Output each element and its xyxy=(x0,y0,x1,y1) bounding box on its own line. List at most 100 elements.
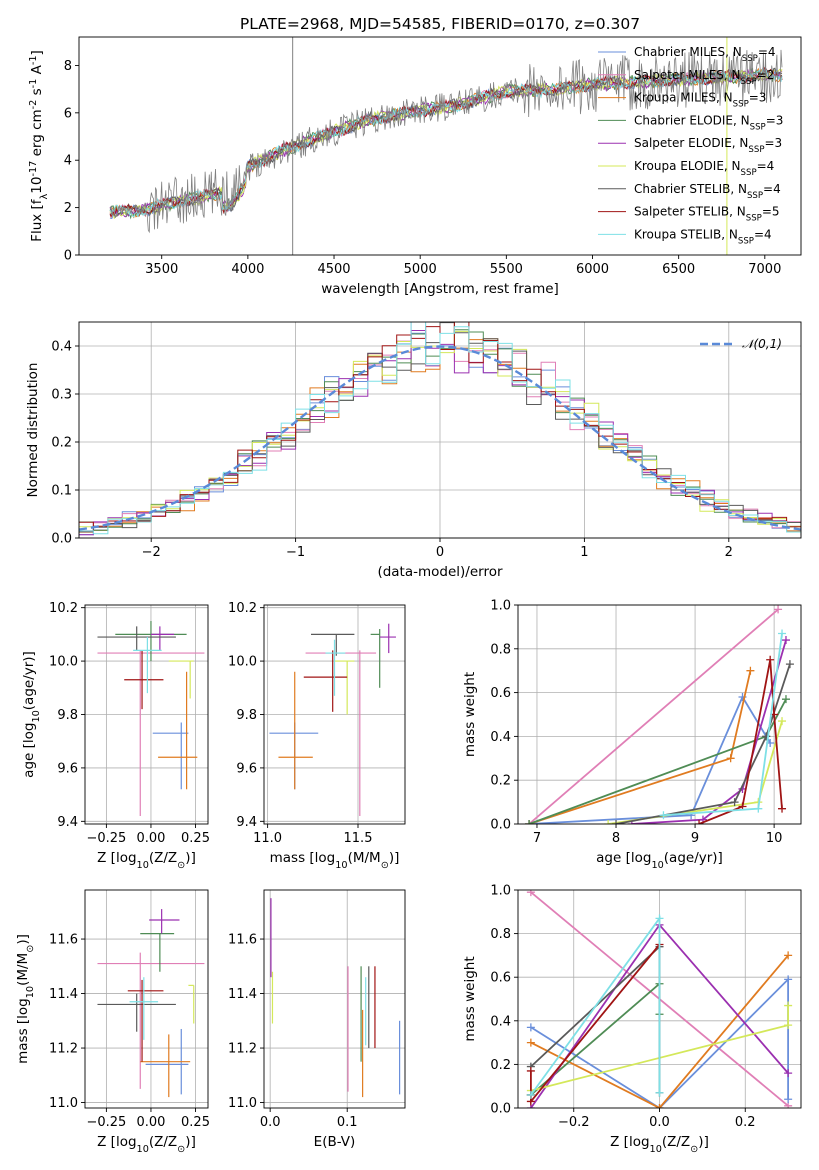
y-tick-label: 11.2 xyxy=(49,1042,78,1057)
y-tick-label: 0.6 xyxy=(490,971,511,986)
y-tick-label: 2 xyxy=(64,201,72,216)
weight-line-chabrier-miles xyxy=(529,695,771,824)
weight-marker xyxy=(695,820,704,824)
x-tick-label: 0 xyxy=(436,545,444,560)
weight-marker xyxy=(784,1021,793,1030)
y-axis-label: mass weight xyxy=(462,956,478,1041)
label-subscript: SSP xyxy=(750,122,766,132)
y-tick-label: 10.0 xyxy=(49,655,78,670)
weight-marker xyxy=(778,717,787,726)
label-text: age [log xyxy=(21,723,37,778)
y-tick-label: 1.0 xyxy=(490,884,511,899)
label-text: (Z/Z xyxy=(149,850,177,866)
label-text: mass [log xyxy=(15,998,31,1064)
label-text: mass [log xyxy=(270,850,336,866)
x-tick-label: 0.0 xyxy=(649,1115,670,1130)
label-subscript: SSP xyxy=(747,191,763,201)
label-text: (data-model)/error xyxy=(377,564,503,580)
weight-marker xyxy=(526,1023,535,1032)
x-axis-label: wavelength [Angstrom, rest frame] xyxy=(321,281,559,297)
x-axis-label: (data-model)/error xyxy=(377,564,503,580)
normal-curve xyxy=(79,345,801,531)
axes-frame xyxy=(84,604,209,825)
x-tick-label: 11.0 xyxy=(253,831,282,846)
label-text: wavelength [Angstrom, rest frame] xyxy=(321,281,559,297)
weight-marker xyxy=(526,1038,535,1047)
weight-marker xyxy=(766,655,775,664)
x-tick-label: 5000 xyxy=(404,262,437,277)
weight-marker xyxy=(785,660,794,669)
weight-marker xyxy=(781,695,790,704)
axes-frame xyxy=(263,604,406,825)
y-tick-label: 10.2 xyxy=(49,601,78,616)
weight-marker xyxy=(526,1090,535,1099)
weight-marker xyxy=(726,754,735,763)
label-text: 10 xyxy=(29,177,45,194)
x-tick-label: 5500 xyxy=(490,262,523,277)
axes-spectrum: 3500 4000 4500 5000 5500 6000 6500 7000 0 2 4 6 8 wav… xyxy=(28,36,802,297)
y-tick-label: 0.2 xyxy=(490,1058,511,1073)
weight-marker xyxy=(784,1095,793,1104)
label-text: )] xyxy=(185,1134,196,1150)
y-tick-label: 11.0 xyxy=(49,1096,78,1111)
weight-line-kroupa-stelib xyxy=(663,633,783,817)
x-tick-label: 0.00 xyxy=(136,1115,165,1130)
errorbar-chabrier-stelib xyxy=(311,633,355,656)
y-tick-label: 11.6 xyxy=(49,933,78,948)
weight-line-kroupa-miles xyxy=(528,670,752,824)
x-tick-label: −1 xyxy=(286,545,305,560)
x-axis-label: Z [log10(Z/Z⊙)] xyxy=(97,850,196,871)
label-subscript: SSP xyxy=(746,214,762,224)
errorbar-chabrier-elodie xyxy=(115,621,187,662)
weight-marker xyxy=(784,1069,793,1078)
x-tick-label: 0.2 xyxy=(735,1115,756,1130)
y-tick-label: 6 xyxy=(64,106,72,121)
y-tick-label: 0.0 xyxy=(490,1102,511,1117)
y-tick-label: 0.2 xyxy=(51,436,72,451)
y-tick-label: 9.6 xyxy=(57,761,78,776)
weight-line-salpeter-miles xyxy=(528,608,779,824)
errorbar-kroupa-elodie xyxy=(168,660,194,699)
weight-marker xyxy=(778,804,787,813)
axes-mass-EBV: 0.0 0.1 11.0 11.2 11.4 11.6 E(B-V) xyxy=(228,889,406,1150)
label-text: Z [log xyxy=(97,850,136,866)
label-text: =4 xyxy=(757,159,775,173)
x-tick-label: −0.2 xyxy=(558,1115,590,1130)
weight-marker xyxy=(784,975,793,984)
label-superscript: -1 xyxy=(28,79,39,89)
x-axis-label: Z [log10(Z/Z⊙)] xyxy=(610,1134,709,1155)
x-tick-label: −0.25 xyxy=(86,1115,126,1130)
label-text: =4 xyxy=(763,182,781,196)
label-subscript: 10 xyxy=(335,860,347,871)
label-text: Kroupa MILES, N xyxy=(634,91,733,105)
y-tick-label: 9.6 xyxy=(236,761,257,776)
label-text: )] xyxy=(389,850,400,866)
x-tick-label: −2 xyxy=(142,545,161,560)
x-tick-label: 0.0 xyxy=(260,1115,281,1130)
label-text: =3 xyxy=(766,113,784,127)
errorbar-kroupa-elodie xyxy=(188,984,195,1024)
y-tick-label: 11.4 xyxy=(228,987,257,1002)
label-text: mass weight xyxy=(462,956,478,1041)
x-tick-label: 3500 xyxy=(145,262,178,277)
y-axis-label: age [log10(age/yr)] xyxy=(21,651,42,778)
label-superscript: -17 xyxy=(28,161,39,177)
weight-marker xyxy=(730,798,739,807)
errorbar-chabrier-stelib xyxy=(97,626,176,651)
y-tick-label: 0.0 xyxy=(51,532,72,547)
x-tick-label: 1 xyxy=(580,545,588,560)
label-subscript: 10 xyxy=(651,860,663,871)
y-tick-label: 0.6 xyxy=(490,686,511,701)
legend-entry-label: Kroupa STELIB, NSSP=4 xyxy=(634,227,772,246)
x-tick-label: 7 xyxy=(533,831,541,846)
axes-frame xyxy=(84,889,209,1109)
x-tick-label: 0.00 xyxy=(136,831,165,846)
y-tick-label: 10.2 xyxy=(228,601,257,616)
label-subscript: ⊙ xyxy=(381,860,389,871)
label-text: erg cm xyxy=(29,109,45,160)
x-tick-label: 2 xyxy=(725,545,733,560)
x-tick-label: 0.25 xyxy=(181,831,210,846)
y-tick-label: 9.8 xyxy=(236,708,257,723)
